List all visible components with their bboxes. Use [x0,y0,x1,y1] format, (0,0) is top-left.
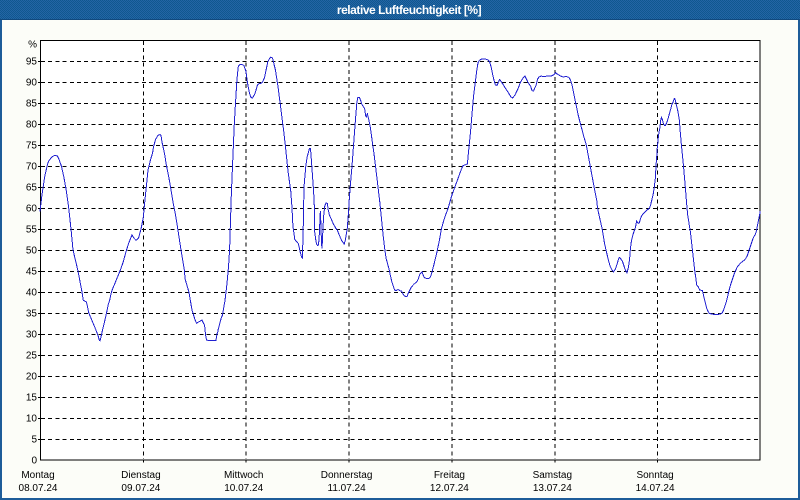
svg-text:40: 40 [26,288,38,299]
svg-text:09.07.24: 09.07.24 [121,483,160,494]
svg-text:10.07.24: 10.07.24 [224,483,263,494]
svg-text:20: 20 [26,372,38,383]
svg-text:Sonntag: Sonntag [636,470,673,481]
svg-text:85: 85 [26,99,38,110]
svg-text:75: 75 [26,141,38,152]
svg-text:60: 60 [26,204,38,215]
svg-text:5: 5 [31,435,37,446]
svg-text:Donnerstag: Donnerstag [321,470,373,481]
svg-text:70: 70 [26,162,38,173]
svg-text:Mittwoch: Mittwoch [224,470,263,481]
svg-text:11.07.24: 11.07.24 [328,483,367,494]
svg-text:35: 35 [26,309,38,320]
svg-text:Samstag: Samstag [533,470,572,481]
svg-text:Dienstag: Dienstag [121,470,160,481]
svg-text:55: 55 [26,225,38,236]
svg-text:08.07.24: 08.07.24 [19,483,58,494]
svg-text:13.07.24: 13.07.24 [533,483,572,494]
svg-text:Freitag: Freitag [434,470,465,481]
svg-text:15: 15 [26,393,38,404]
svg-text:10: 10 [26,414,38,425]
svg-text:12.07.24: 12.07.24 [430,483,469,494]
svg-text:95: 95 [26,57,38,68]
svg-text:30: 30 [26,330,38,341]
svg-text:25: 25 [26,351,38,362]
svg-text:50: 50 [26,246,38,257]
svg-text:90: 90 [26,78,38,89]
svg-text:14.07.24: 14.07.24 [636,483,675,494]
svg-text:Montag: Montag [21,470,54,481]
svg-text:0: 0 [31,456,37,467]
svg-text:80: 80 [26,120,38,131]
svg-text:45: 45 [26,267,38,278]
svg-text:%: % [28,40,37,51]
svg-text:65: 65 [26,183,38,194]
svg-text:relative Luftfeuchtigkeit [%]: relative Luftfeuchtigkeit [%] [337,3,482,17]
